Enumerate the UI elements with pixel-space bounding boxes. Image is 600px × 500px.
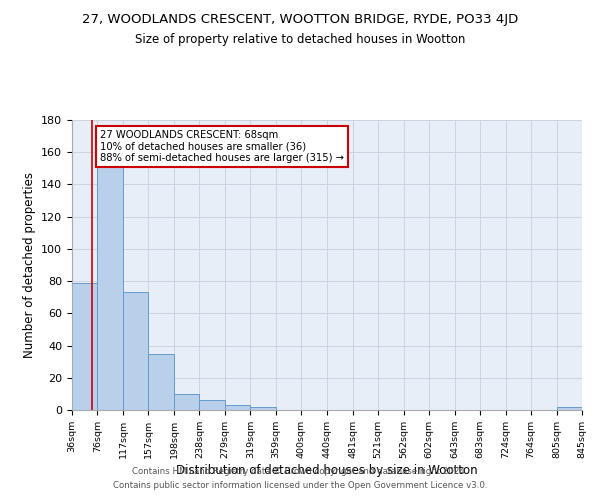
Text: Contains HM Land Registry data © Crown copyright and database right 2024.: Contains HM Land Registry data © Crown c…	[132, 467, 468, 476]
X-axis label: Distribution of detached houses by size in Wootton: Distribution of detached houses by size …	[176, 464, 478, 476]
Text: Size of property relative to detached houses in Wootton: Size of property relative to detached ho…	[135, 32, 465, 46]
Bar	[225, 405, 250, 410]
Bar	[97, 165, 123, 410]
Bar	[557, 407, 582, 410]
Bar	[174, 394, 199, 410]
Bar	[250, 407, 275, 410]
Bar	[72, 282, 97, 410]
Y-axis label: Number of detached properties: Number of detached properties	[23, 172, 35, 358]
Bar	[199, 400, 225, 410]
Text: 27, WOODLANDS CRESCENT, WOOTTON BRIDGE, RYDE, PO33 4JD: 27, WOODLANDS CRESCENT, WOOTTON BRIDGE, …	[82, 12, 518, 26]
Text: Contains public sector information licensed under the Open Government Licence v3: Contains public sector information licen…	[113, 481, 487, 490]
Bar	[123, 292, 148, 410]
Bar	[148, 354, 174, 410]
Text: 27 WOODLANDS CRESCENT: 68sqm
10% of detached houses are smaller (36)
88% of semi: 27 WOODLANDS CRESCENT: 68sqm 10% of deta…	[100, 130, 344, 163]
